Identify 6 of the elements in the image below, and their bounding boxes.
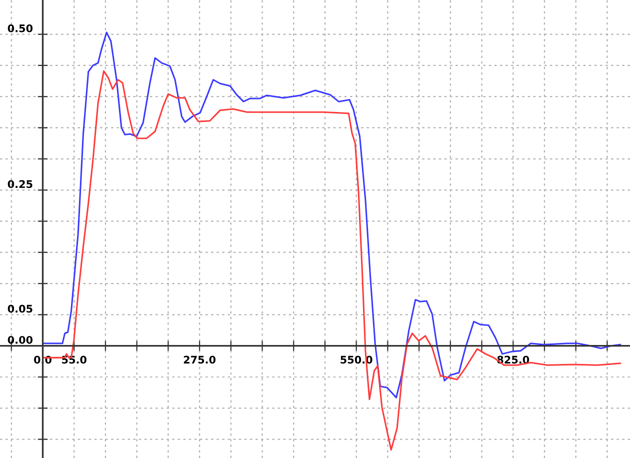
x-tick-label: 275.0	[184, 356, 216, 364]
x-tick-label: 825.0	[497, 356, 530, 364]
y-tick-label: 0.25	[8, 180, 32, 188]
y-tick-label: 0.50	[8, 24, 33, 32]
y-tick-label: 0.00	[8, 336, 33, 344]
y-tick-label: 0.05	[8, 304, 32, 313]
